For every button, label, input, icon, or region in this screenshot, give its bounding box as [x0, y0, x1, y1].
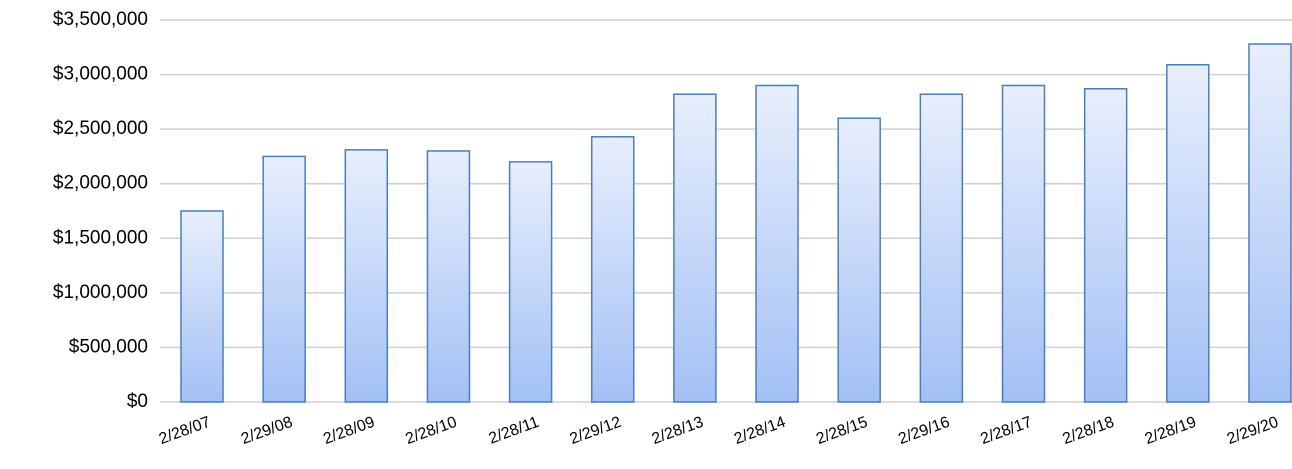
y-tick-label: $0	[127, 391, 148, 412]
bar	[673, 93, 717, 403]
bar	[1001, 84, 1046, 403]
y-tick-label: $1,000,000	[53, 282, 148, 303]
x-tick-label: 2/28/15	[814, 414, 870, 448]
bar	[755, 84, 799, 403]
bar	[837, 117, 881, 403]
bar	[262, 155, 306, 403]
x-tick-label: 2/28/13	[650, 414, 706, 448]
x-tick-label: 2/28/09	[321, 414, 377, 448]
bar	[919, 93, 964, 403]
y-tick-label: $2,500,000	[53, 118, 148, 139]
x-tick-label: 2/28/14	[732, 414, 788, 448]
y-tick-label: $3,500,000	[53, 9, 148, 30]
x-tick-label: 2/28/18	[1060, 414, 1116, 448]
bar	[426, 150, 471, 403]
bar	[1166, 63, 1210, 403]
y-tick-label: $2,000,000	[53, 173, 148, 194]
x-tick-label: 2/29/08	[239, 414, 295, 448]
x-tick-label: 2/28/07	[157, 414, 213, 448]
y-tick-label: $1,500,000	[53, 227, 148, 248]
bar	[180, 210, 224, 403]
y-tick-label: $500,000	[69, 336, 148, 357]
x-tick-label: 2/28/11	[487, 414, 542, 448]
bar	[591, 136, 635, 403]
x-tick-label: 2/28/17	[978, 414, 1034, 448]
x-tick-label: 2/29/20	[1225, 414, 1281, 448]
x-tick-label: 2/29/16	[896, 414, 952, 448]
x-tick-label: 2/28/10	[403, 414, 459, 448]
x-tick-label: 2/28/19	[1143, 414, 1199, 448]
bar	[1248, 43, 1292, 403]
bar	[508, 161, 553, 403]
x-tick-label: 2/29/12	[568, 414, 624, 448]
bar	[1083, 88, 1128, 403]
bar	[344, 149, 389, 403]
y-tick-label: $3,000,000	[53, 64, 148, 85]
